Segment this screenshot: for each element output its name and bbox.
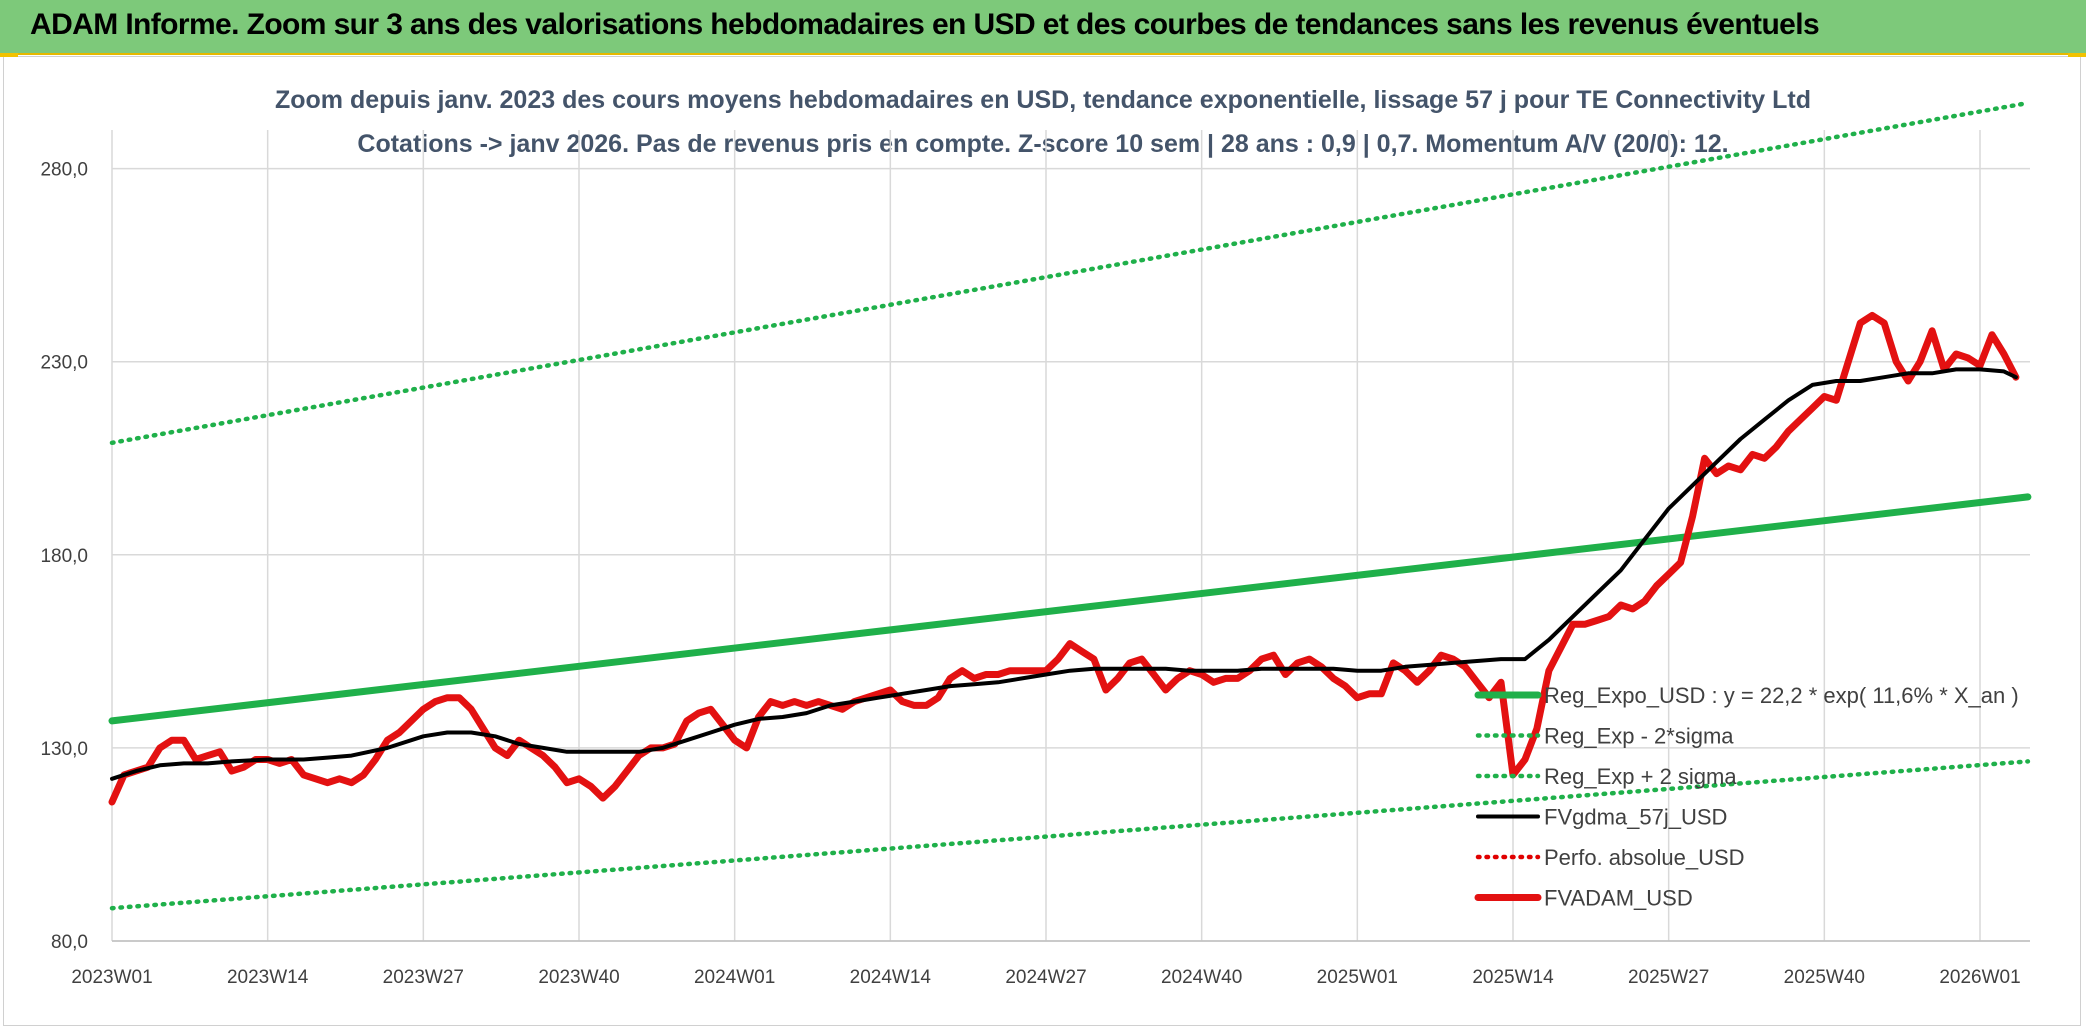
chart-subtitle: Cotations -> janv 2026. Pas de revenus p… <box>357 130 1728 158</box>
x-tick-label: 2026W01 <box>1939 967 2020 988</box>
x-tick-label: 2023W27 <box>383 967 464 988</box>
series-line-2 <box>109 100 2031 446</box>
x-tick-label: 2024W14 <box>850 967 932 988</box>
corner-mark-left <box>0 53 18 57</box>
x-tick-label: 2025W40 <box>1784 967 1865 988</box>
x-tick-label: 2024W01 <box>694 967 775 988</box>
legend: Reg_Expo_USD : y = 22,2 * exp( 11,6% * X… <box>1474 683 2019 911</box>
x-tick-label: 2024W40 <box>1161 967 1242 988</box>
corner-mark-right <box>2068 53 2086 57</box>
legend-label: Reg_Exp - 2*sigma <box>1544 724 1734 749</box>
series-line-0 <box>108 493 2032 725</box>
x-tick-label: 2023W40 <box>538 967 619 988</box>
header-bar: ADAM Informe. Zoom sur 3 ans des valoris… <box>0 0 2086 55</box>
y-tick-label: 230,0 <box>40 353 88 374</box>
page-title: ADAM Informe. Zoom sur 3 ans des valoris… <box>30 8 1820 41</box>
x-tick-label: 2025W27 <box>1628 967 1709 988</box>
series-line-1 <box>109 759 2031 911</box>
chart-frame <box>3 56 2081 1026</box>
x-tick-label: 2025W01 <box>1317 967 1398 988</box>
grid-lines <box>111 130 2030 942</box>
legend-label: Perfo. absolue_USD <box>1544 845 1745 870</box>
x-tick-label: 2025W14 <box>1472 967 1554 988</box>
y-tick-label: 130,0 <box>40 739 88 760</box>
y-tick-label: 180,0 <box>40 546 88 567</box>
x-axis-ticks: 2023W01 2023W14 2023W27 2023W40 2024W01 2024W… <box>71 967 2020 988</box>
legend-label: FVgdma_57j_USD <box>1544 805 1727 830</box>
x-tick-label: 2023W01 <box>71 967 152 988</box>
x-tick-label: 2023W14 <box>227 967 309 988</box>
legend-label: Reg_Exp + 2 sigma <box>1544 764 1737 789</box>
y-tick-label: 80,0 <box>51 932 88 953</box>
series-layer <box>108 100 2032 911</box>
y-tick-label: 280,0 <box>40 160 88 181</box>
legend-label: Reg_Expo_USD : y = 22,2 * exp( 11,6% * X… <box>1544 683 2019 708</box>
x-tick-label: 2024W27 <box>1005 967 1086 988</box>
y-axis-ticks: 80,0 130,0 180,0 230,0 280,0 <box>40 160 88 953</box>
series-line-5 <box>108 311 2020 806</box>
series-line-3 <box>110 367 2018 781</box>
chart-title: Zoom depuis janv. 2023 des cours moyens … <box>275 86 1811 114</box>
legend-label: FVADAM_USD <box>1544 886 1693 911</box>
